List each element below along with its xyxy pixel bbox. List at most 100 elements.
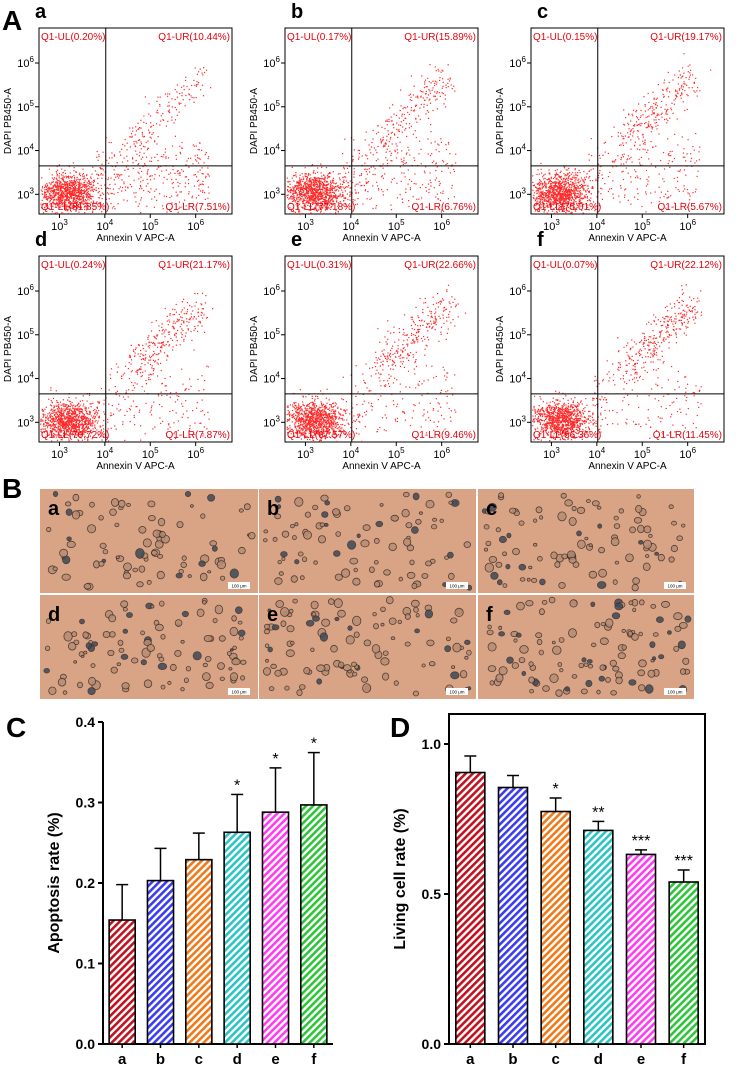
x-tick-label: d bbox=[233, 1051, 242, 1068]
x-tick-label: c bbox=[551, 1051, 559, 1068]
quadrant-label-lr: Q1-LR(7.87%) bbox=[166, 430, 230, 441]
quadrant-label-ll: Q1-LL(77.18%) bbox=[287, 202, 355, 213]
significance-mark: * bbox=[553, 781, 559, 798]
y-tick-label: 105 bbox=[509, 99, 526, 114]
micro-panel-b: b 100 μm bbox=[259, 489, 476, 593]
quadrant-label-ll: Q1-LL(70.72%) bbox=[41, 430, 109, 441]
x-tick-label: e bbox=[637, 1051, 645, 1068]
bar-c bbox=[185, 858, 213, 1045]
y-tick-label: 0.4 bbox=[76, 714, 96, 730]
scale-bar-label: 100 μm bbox=[231, 584, 246, 589]
micro-panel-letter: a bbox=[48, 498, 60, 520]
scale-bar-box bbox=[664, 688, 686, 695]
x-axis-label: Annexin V APC-A bbox=[588, 461, 667, 472]
x-tick-label: 105 bbox=[634, 446, 651, 461]
x-tick-label: 103 bbox=[543, 218, 560, 233]
scale-bar-label: 100 μm bbox=[449, 690, 464, 695]
x-tick-label: 105 bbox=[142, 446, 159, 461]
micro-panel-letter: f bbox=[486, 604, 493, 626]
y-tick-label: 105 bbox=[509, 327, 526, 342]
plot-frame bbox=[448, 713, 706, 1045]
x-tick-label: 105 bbox=[388, 218, 405, 233]
quadrant-label-ll: Q1-LL(81.85%) bbox=[41, 202, 109, 213]
x-axis-label: Annexin V APC-A bbox=[96, 461, 175, 472]
quadrant-label-ul: Q1-UL(0.20%) bbox=[41, 32, 105, 43]
quadrant-label-ur: Q1-UR(22.66%) bbox=[404, 260, 476, 271]
x-tick-label: 105 bbox=[142, 218, 159, 233]
quadrant-label-ll: Q1-LL(75.01%) bbox=[533, 202, 601, 213]
flow-panel-c: c Q1-UL(0.15%) Q1-UR(19.17%) Q1-LL(75.01%) Q… bbox=[495, 1, 725, 244]
bar-a bbox=[455, 771, 486, 1045]
x-tick-label: 104 bbox=[342, 446, 359, 461]
x-tick-label: 104 bbox=[96, 446, 113, 461]
flow-panel-d: d Q1-UL(0.24%) Q1-UR(21.17%) Q1-LL(70.72%) Q… bbox=[3, 229, 233, 472]
quadrant-label-ul: Q1-UL(0.15%) bbox=[533, 32, 597, 43]
y-tick-label: 0.2 bbox=[76, 875, 96, 891]
x-axis-label: Annexin V APC-A bbox=[96, 233, 175, 244]
flow-panel-letter: b bbox=[291, 1, 303, 23]
bar-e bbox=[261, 811, 290, 1045]
quadrant-label-ur: Q1-UR(10.44%) bbox=[158, 32, 230, 43]
y-tick-label: 103 bbox=[17, 414, 34, 429]
y-tick-label: 103 bbox=[263, 186, 280, 201]
quadrant-label-ul: Q1-UL(0.24%) bbox=[41, 260, 105, 271]
y-axis-label: DAPI PB450-A bbox=[495, 88, 506, 154]
significance-mark: * bbox=[311, 736, 317, 753]
panel-letter-C: C bbox=[6, 712, 26, 743]
apoptosis-rate-chart: 0.0 0.1 0.2 0.3 0.4 a b c * d * e * f Apoptosis rate (… bbox=[46, 714, 333, 1068]
y-tick-label: 106 bbox=[263, 55, 280, 70]
micro-panel-letter: c bbox=[486, 498, 497, 520]
y-axis-label: DAPI PB450-A bbox=[249, 316, 260, 382]
y-tick-label: 0.0 bbox=[422, 1036, 442, 1052]
y-tick-label: 105 bbox=[17, 327, 34, 342]
scale-bar-box bbox=[228, 582, 250, 589]
flow-panel-letter: c bbox=[537, 1, 548, 23]
quadrant-label-ur: Q1-UR(21.17%) bbox=[158, 260, 230, 271]
plot-frame bbox=[284, 27, 479, 215]
y-tick-label: 104 bbox=[509, 371, 526, 386]
quadrant-label-ul: Q1-UL(0.17%) bbox=[287, 32, 351, 43]
scatter-dots bbox=[286, 64, 457, 215]
panel-letter-A: A bbox=[2, 5, 22, 36]
quadrant-label-lr: Q1-LR(7.51%) bbox=[166, 202, 230, 213]
y-tick-label: 104 bbox=[17, 371, 34, 386]
scatter-dots bbox=[40, 292, 214, 443]
quadrant-label-ur: Q1-UR(22.12%) bbox=[650, 260, 722, 271]
x-tick-label: f bbox=[311, 1051, 317, 1068]
y-tick-label: 0.5 bbox=[422, 886, 442, 902]
quadrant-label-lr: Q1-LR(6.76%) bbox=[412, 202, 476, 213]
flow-panel-letter: a bbox=[35, 1, 47, 23]
significance-mark: * bbox=[272, 751, 278, 768]
bar-c bbox=[540, 810, 571, 1045]
y-tick-label: 103 bbox=[17, 186, 34, 201]
x-tick-label: 104 bbox=[342, 218, 359, 233]
quadrant-label-lr: Q1-LR(5.67%) bbox=[658, 202, 722, 213]
y-tick-label: 106 bbox=[509, 55, 526, 70]
x-tick-label: c bbox=[195, 1051, 203, 1068]
micro-panel-letter: e bbox=[267, 604, 278, 626]
y-tick-label: 105 bbox=[17, 99, 34, 114]
quadrant-label-ur: Q1-UR(15.89%) bbox=[404, 32, 476, 43]
x-tick-label: 103 bbox=[297, 218, 314, 233]
flow-cytometry-panels: a Q1-UL(0.20%) Q1-UR(10.44%) Q1-LL(81.85%) Q… bbox=[3, 1, 725, 472]
quadrant-label-ur: Q1-UR(19.17%) bbox=[650, 32, 722, 43]
living-cell-rate-chart: 0.0 0.5 1.0 a b * c ** d *** e *** f Living cell rate… bbox=[392, 713, 706, 1068]
bar-b bbox=[146, 879, 175, 1045]
micro-background bbox=[478, 489, 694, 593]
micro-panel-letter: b bbox=[267, 498, 279, 520]
micro-panel-f: f 100 μm bbox=[478, 595, 694, 699]
cells bbox=[481, 492, 686, 592]
quadrant-label-ll: Q1-LL(66.36%) bbox=[533, 430, 601, 441]
scale-bar-label: 100 μm bbox=[667, 584, 682, 589]
x-axis-label: Annexin V APC-A bbox=[342, 461, 421, 472]
x-tick-label: d bbox=[594, 1051, 603, 1068]
y-tick-label: 103 bbox=[509, 414, 526, 429]
y-axis-label: DAPI PB450-A bbox=[249, 88, 260, 154]
flow-panel-letter: f bbox=[537, 229, 544, 251]
panel-letter-B: B bbox=[2, 473, 22, 504]
bar-b bbox=[497, 786, 529, 1045]
x-tick-label: 106 bbox=[187, 218, 204, 233]
x-tick-label: 106 bbox=[433, 218, 450, 233]
micro-panel-letter: d bbox=[48, 604, 60, 626]
